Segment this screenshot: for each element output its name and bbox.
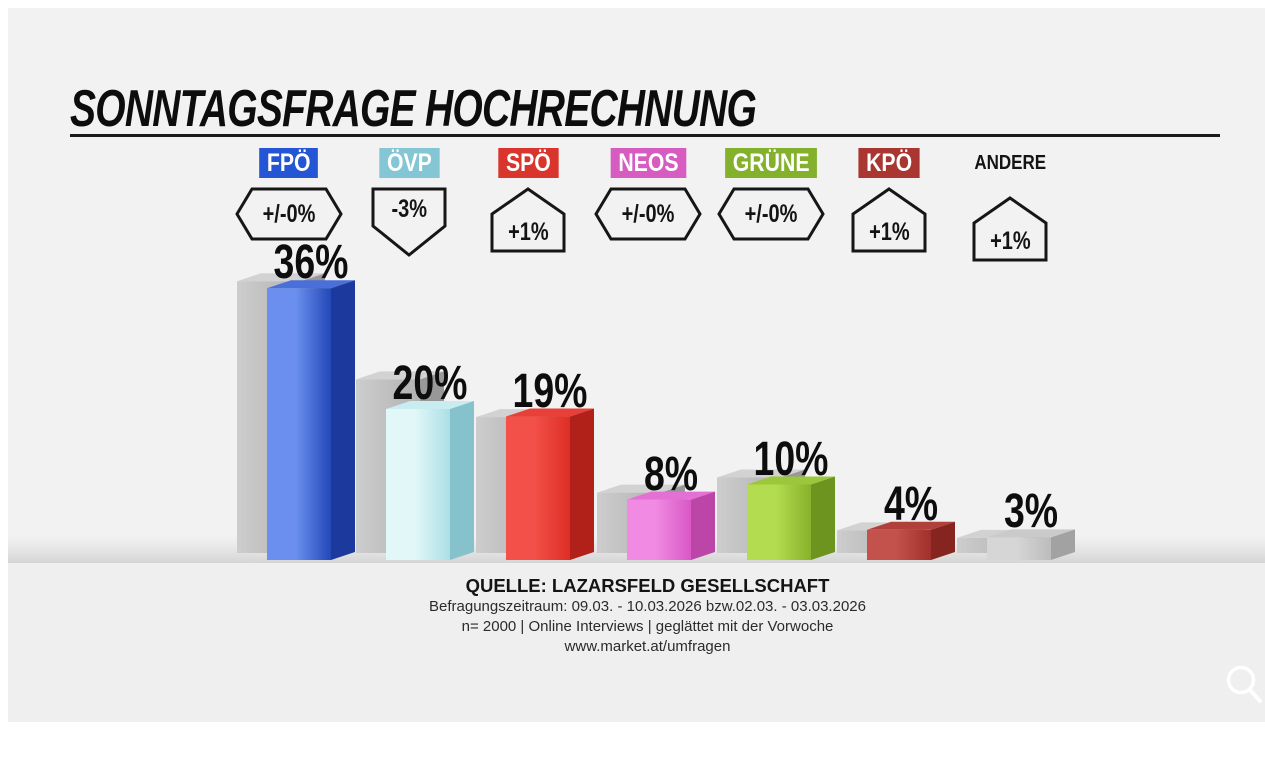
- change-badge: +/-0%: [235, 187, 343, 241]
- party-column-gruene: GRÜNE +/-0%: [706, 148, 836, 241]
- source-block: QUELLE: LAZARSFELD GESELLSCHAFT Befragun…: [30, 575, 1265, 657]
- period-line: Befragungszeitraum: 09.03. - 10.03.2026 …: [429, 598, 866, 615]
- party-chip: GRÜNE: [724, 148, 818, 178]
- arrow-up-pentagon-icon: [972, 196, 1048, 262]
- bar-value-label: 10%: [753, 432, 829, 486]
- arrow-up-pentagon-icon: [490, 187, 566, 253]
- change-badge: +1%: [490, 187, 566, 253]
- search-icon[interactable]: [1224, 662, 1264, 706]
- no-change-hexagon-icon: [594, 187, 702, 241]
- bar-value-label: 3%: [1003, 485, 1059, 539]
- bar-value-label: 19%: [512, 364, 588, 418]
- page-title: SONNTAGSFRAGE HOCHRECHNUNG: [70, 80, 757, 138]
- party-chip: ANDERE: [974, 152, 1046, 174]
- change-badge: +1%: [851, 187, 927, 253]
- party-column-neos: NEOS +/-0%: [583, 148, 713, 241]
- party-chip: SPÖ: [497, 148, 559, 178]
- bar-value-label: 36%: [273, 236, 349, 290]
- change-badge: +1%: [972, 196, 1048, 262]
- party-column-spoe: SPÖ +1%: [463, 148, 593, 253]
- chart-floor-front: [8, 563, 1265, 722]
- source-line: QUELLE: LAZARSFELD GESELLSCHAFT: [465, 575, 830, 596]
- party-chip: KPÖ: [858, 148, 920, 178]
- party-chip: ÖVP: [378, 148, 440, 178]
- arrow-up-pentagon-icon: [851, 187, 927, 253]
- change-badge: +/-0%: [717, 187, 825, 241]
- party-chip: NEOS: [610, 148, 686, 178]
- party-column-oevp: ÖVP -3%: [344, 148, 474, 257]
- bar-value-label: 4%: [883, 477, 939, 531]
- party-column-kpoe: KPÖ +1%: [824, 148, 954, 253]
- party-chip: FPÖ: [259, 148, 319, 178]
- arrow-down-pentagon-icon: [371, 187, 447, 257]
- bar-value-label: 8%: [643, 447, 699, 501]
- method-line: n= 2000 | Online Interviews | geglättet …: [461, 618, 834, 635]
- no-change-hexagon-icon: [717, 187, 825, 241]
- change-badge: +/-0%: [594, 187, 702, 241]
- party-column-fpoe: FPÖ +/-0%: [224, 148, 354, 241]
- url-line: www.market.at/umfragen: [564, 638, 731, 655]
- party-column-andere: ANDERE +1%: [945, 148, 1075, 262]
- title-underline: [70, 134, 1220, 137]
- bar-value-label: 20%: [392, 357, 468, 410]
- change-badge: -3%: [371, 187, 447, 257]
- no-change-hexagon-icon: [235, 187, 343, 241]
- chart-floor-band: [8, 536, 1265, 563]
